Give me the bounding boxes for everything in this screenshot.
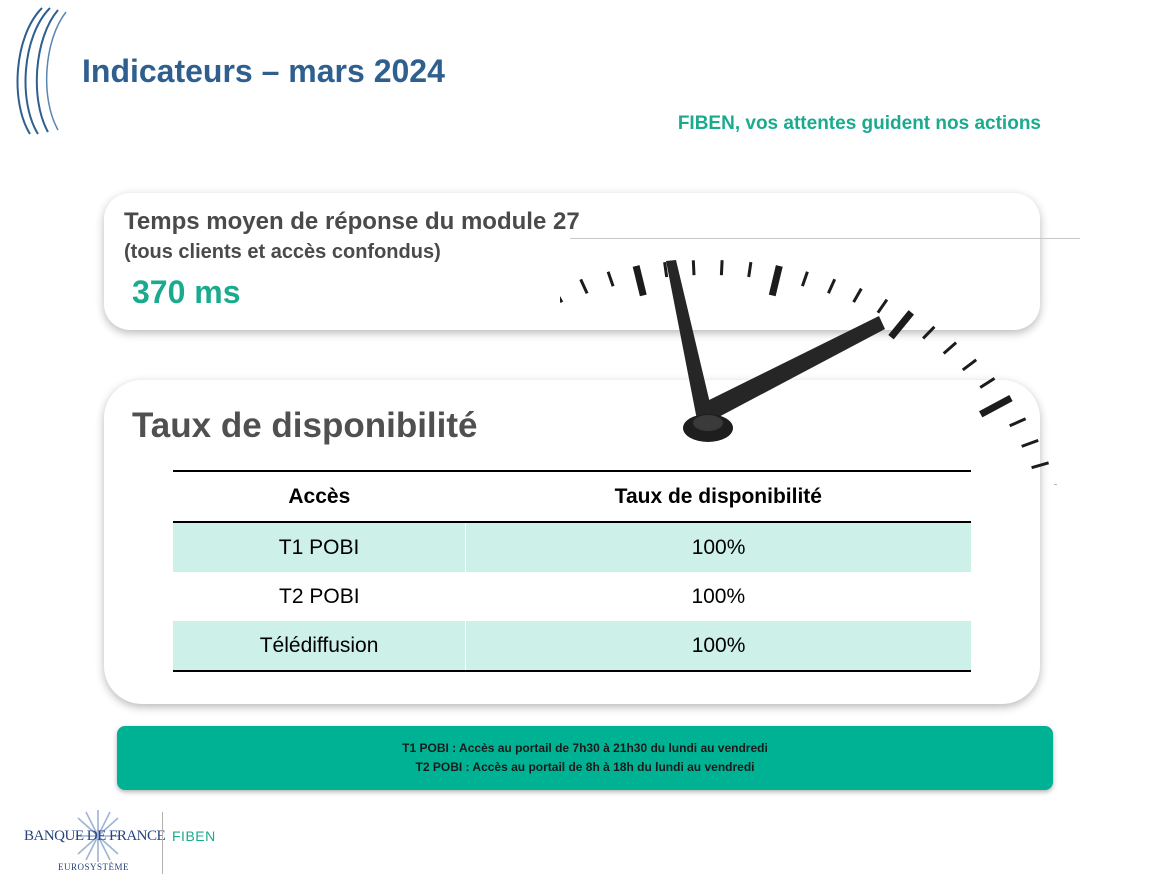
clock-tick [876, 298, 889, 314]
response-time-title: Temps moyen de réponse du module 27 [124, 208, 580, 235]
minute-hand [666, 260, 714, 425]
banque-de-france-star-icon [76, 810, 120, 862]
clock-tick [632, 265, 647, 297]
logo-subtitle: EUROSYSTÈME [58, 862, 130, 872]
table-row: Télédiffusion 100% [173, 621, 971, 672]
availability-table: Accès Taux de disponibilité T1 POBI 100%… [173, 470, 971, 672]
clock-tick [1021, 438, 1039, 448]
rate-cell: 100% [465, 522, 971, 572]
logo-product: FIBEN [172, 828, 216, 844]
clock-tick [1031, 461, 1050, 470]
logo-name: BANQUE DE FRANCE [24, 828, 166, 844]
clock-tick [942, 341, 958, 355]
access-cell: T1 POBI [173, 522, 467, 572]
access-hours-note: T1 POBI : Accès au portail de 7h30 à 21h… [117, 726, 1053, 790]
clock-tick [961, 358, 978, 372]
clock-tick [768, 265, 783, 297]
clock-tick [852, 287, 863, 303]
response-time-value: 370 ms [132, 274, 241, 310]
note-line-t1: T1 POBI : Accès au portail de 7h30 à 21h… [402, 741, 768, 755]
clock-tick [606, 271, 615, 287]
tagline: FIBEN, vos attentes guident nos actions [677, 113, 1041, 134]
column-header-rate: Taux de disponibilité [465, 470, 971, 523]
column-header-access: Accès [173, 470, 466, 523]
clock-tick [979, 395, 1013, 418]
divider-line [570, 238, 1080, 239]
clock-tick [888, 310, 915, 340]
clock-tick [719, 260, 724, 276]
clock-tick [579, 278, 589, 295]
table-row: T1 POBI 100% [173, 522, 971, 572]
clock-icon [560, 260, 1057, 485]
clock-tick [747, 261, 753, 278]
footer-logo: BANQUE DE FRANCE EUROSYSTÈME FIBEN [24, 808, 224, 878]
rate-cell: 100% [465, 621, 971, 672]
table-row: T2 POBI 100% [173, 572, 971, 621]
clock-tick [691, 260, 696, 276]
clock-tick [922, 325, 936, 340]
bracket-decoration-icon [16, 7, 67, 135]
hour-hand [697, 316, 885, 420]
clock-tick [827, 278, 837, 294]
clock-tick [979, 377, 996, 389]
clock-ticks [560, 260, 1057, 485]
access-cell: Télédiffusion [173, 621, 467, 672]
availability-title: Taux de disponibilité [132, 406, 478, 445]
rate-cell: 100% [691, 584, 746, 608]
page-title: Indicateurs – mars 2024 [82, 53, 445, 89]
clock-tick [800, 271, 809, 287]
response-time-subtitle: (tous clients et accès confondus) [124, 241, 441, 263]
access-cell: T2 POBI [279, 584, 360, 608]
clock-tick [560, 295, 564, 304]
clock-tick [1009, 417, 1027, 428]
response-time-card [104, 193, 1040, 330]
logo-divider [162, 812, 163, 874]
clock-tick [663, 261, 669, 278]
note-line-t2: T2 POBI : Accès au portail de 8h à 18h d… [415, 760, 755, 774]
table-header-row: Accès Taux de disponibilité [173, 470, 971, 523]
